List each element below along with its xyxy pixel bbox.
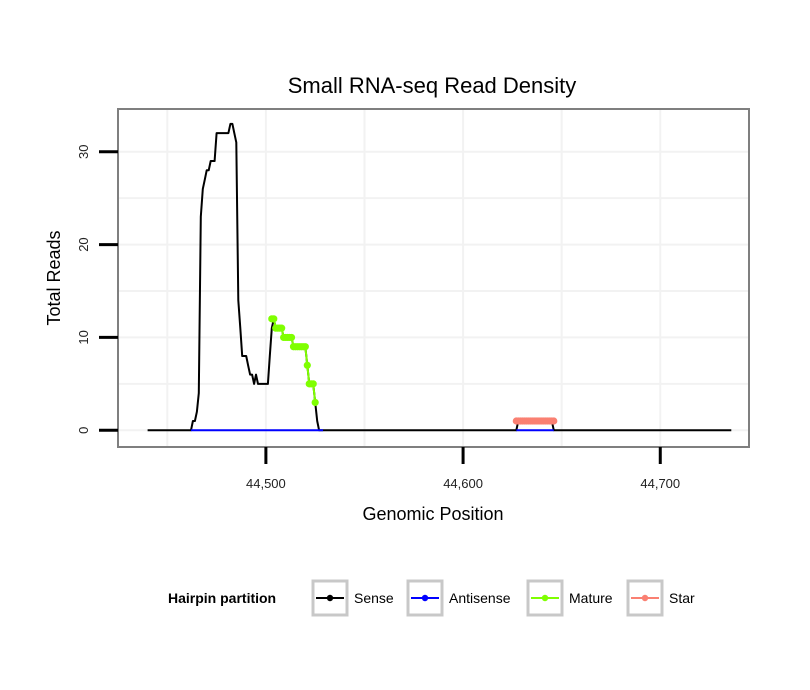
legend-item-star: Star: [626, 579, 695, 617]
x-tick-label: 44,500: [246, 476, 286, 491]
x-axis: 44,500 44,600 44,700: [246, 447, 680, 491]
y-axis: 0 10 20 30: [76, 144, 118, 434]
y-tick-label: 10: [76, 330, 91, 344]
legend-label-mature: Mature: [569, 590, 613, 606]
x-axis-title: Genomic Position: [362, 504, 503, 524]
legend-label-star: Star: [669, 590, 695, 606]
chart-title: Small RNA-seq Read Density: [288, 73, 577, 98]
legend-key-point: [641, 594, 649, 602]
legend-title: Hairpin partition: [168, 590, 276, 606]
plot-panel: [118, 109, 749, 447]
legend-key-point: [326, 594, 334, 602]
series-layer: [147, 122, 732, 432]
legend-item-mature: Mature: [526, 579, 613, 617]
x-tick-label: 44,700: [640, 476, 680, 491]
series-mature-point: [270, 315, 278, 323]
series-mature-point: [309, 380, 317, 388]
y-tick-label: 0: [76, 427, 91, 434]
legend-item-sense: Sense: [311, 579, 394, 617]
plot-border: [117, 108, 750, 448]
legend-item-antisense: Antisense: [406, 579, 511, 617]
y-tick-label: 20: [76, 237, 91, 251]
series-star-point: [550, 417, 558, 425]
series-mature-point: [311, 398, 319, 407]
series-mature-point: [301, 343, 309, 351]
series-mature-point: [303, 361, 311, 369]
plot-grid: [118, 109, 749, 447]
x-tick-label: 44,600: [443, 476, 483, 491]
series-mature-point: [287, 333, 296, 342]
y-tick-label: 30: [76, 144, 91, 158]
y-axis-title: Total Reads: [44, 230, 64, 325]
legend-label-sense: Sense: [354, 590, 394, 606]
legend-key-point: [421, 594, 429, 602]
legend: Hairpin partition Sense Antisense Mature St…: [168, 579, 695, 617]
legend-label-antisense: Antisense: [449, 590, 511, 606]
series-mature-point: [278, 324, 286, 332]
legend-key-point: [541, 594, 549, 602]
